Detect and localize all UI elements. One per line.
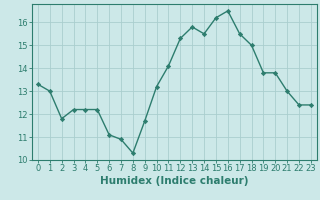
X-axis label: Humidex (Indice chaleur): Humidex (Indice chaleur) xyxy=(100,176,249,186)
